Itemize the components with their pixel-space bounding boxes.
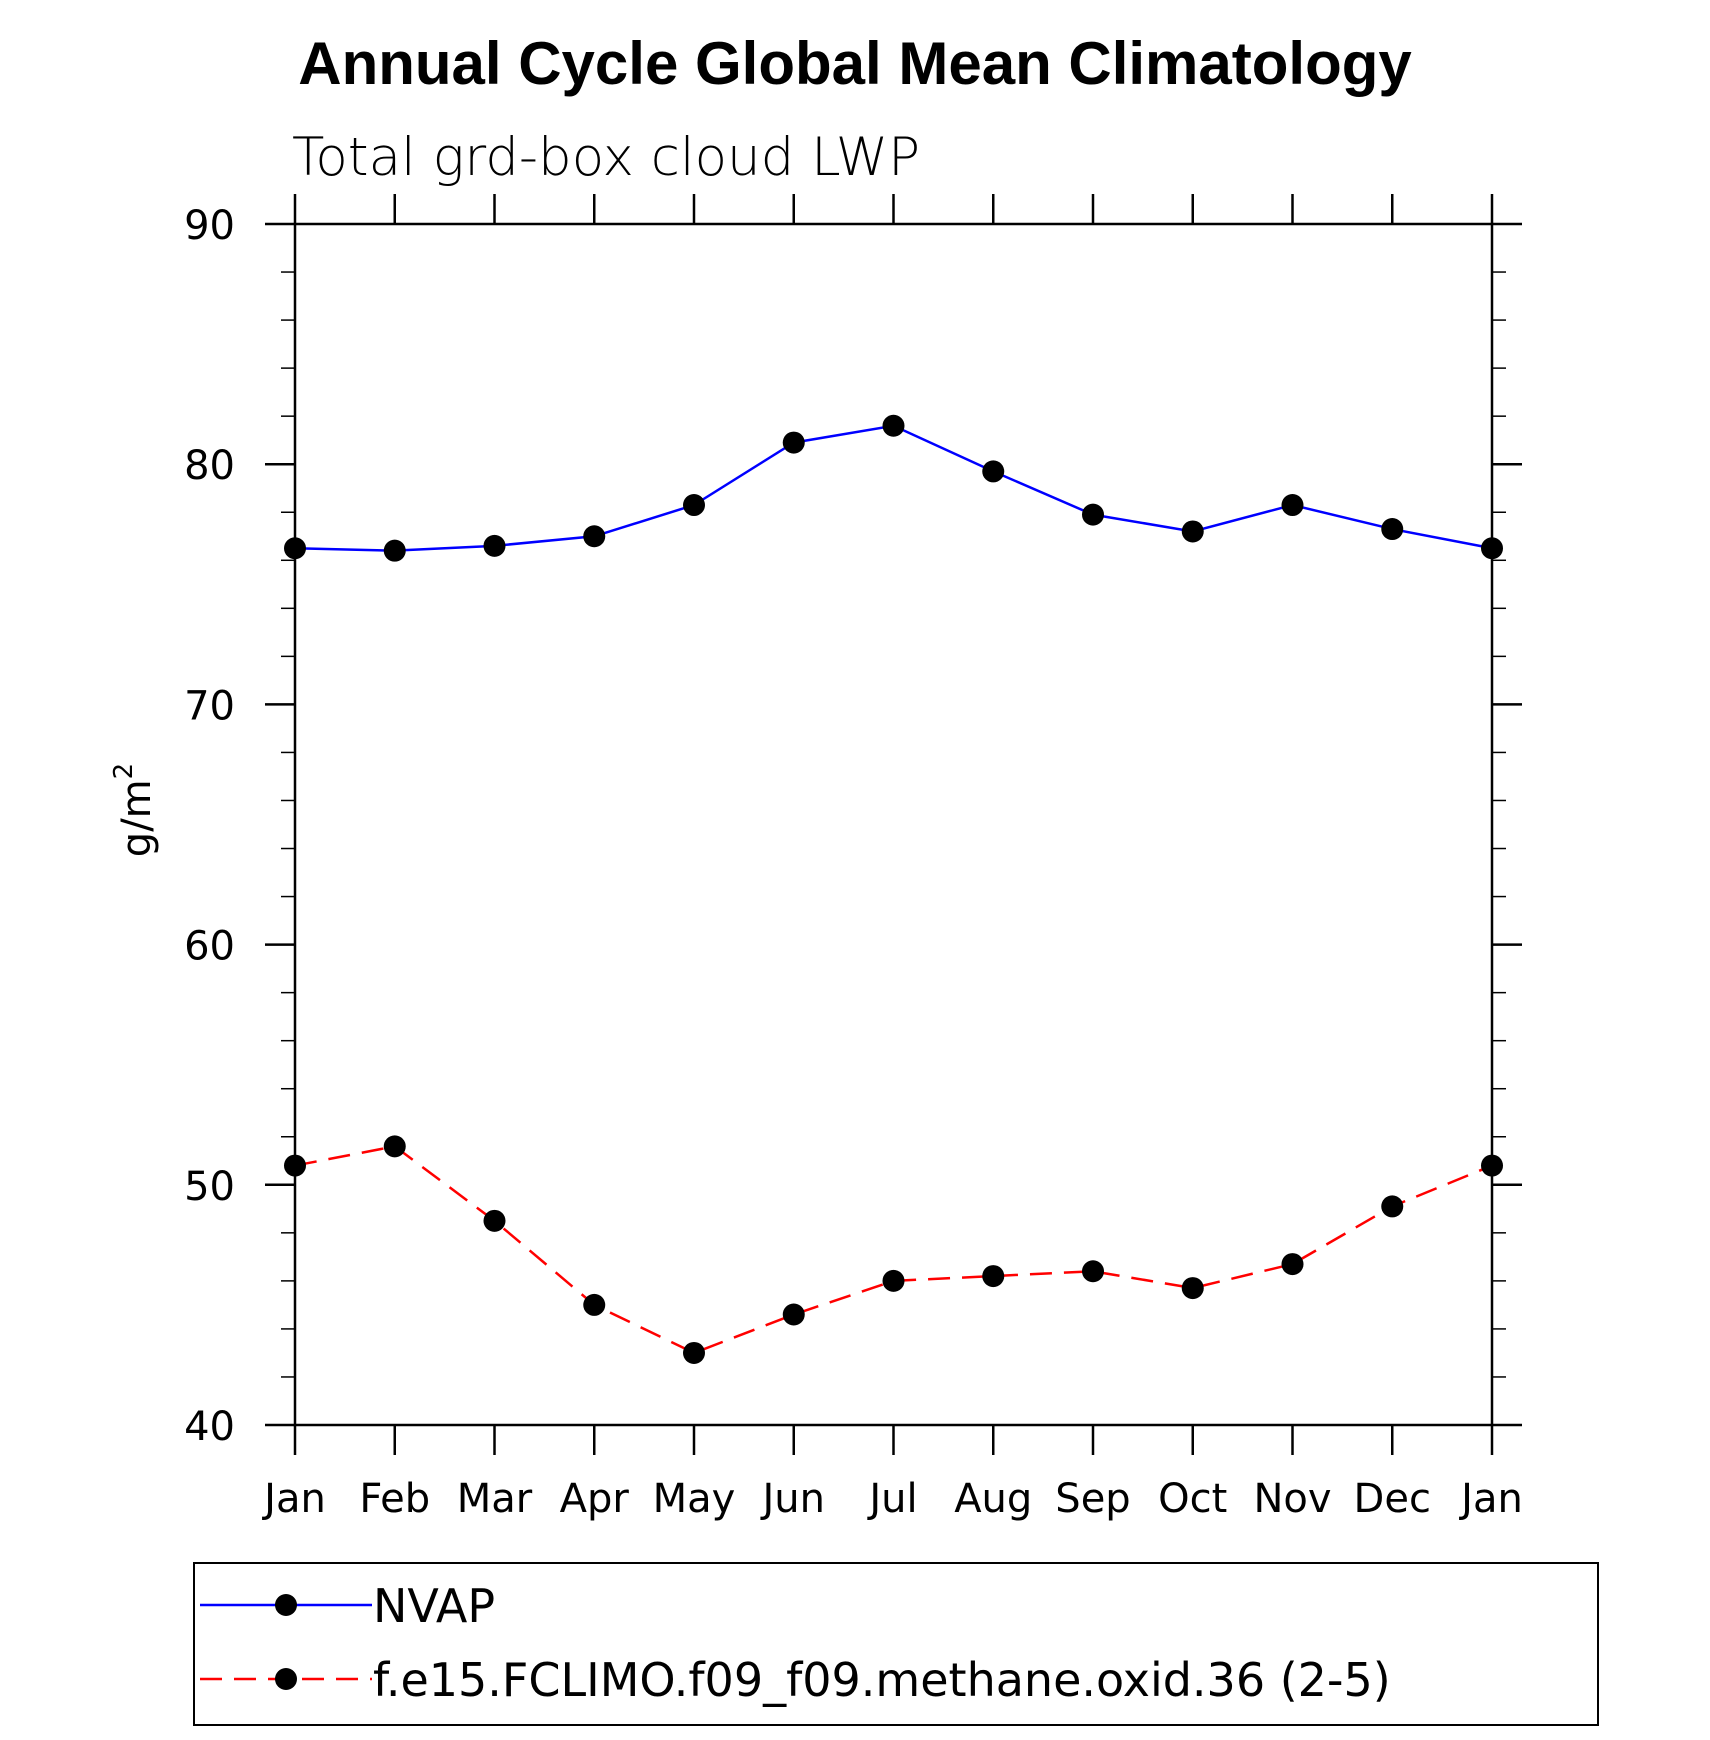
x-tick-label: Jan (1458, 1476, 1523, 1522)
data-point (1181, 1277, 1204, 1300)
data-point (1281, 1253, 1304, 1276)
legend-label: NVAP (373, 1579, 495, 1633)
data-point (982, 460, 1005, 483)
y-axis-label-superscript: 2 (109, 763, 139, 780)
data-point (882, 1269, 905, 1292)
y-tick-label: 60 (184, 924, 235, 970)
data-point (284, 1154, 306, 1177)
legend-label: f.e15.FCLIMO.f09_f09.methane.oxid.36 (2-… (373, 1653, 1391, 1707)
x-tick-label: Aug (954, 1476, 1032, 1522)
data-point (1181, 520, 1204, 543)
data-point (782, 1303, 805, 1326)
series-line (294, 424, 1493, 552)
x-tick-label: Nov (1253, 1476, 1331, 1522)
data-point (383, 1135, 406, 1158)
legend-box (193, 1562, 1599, 1726)
series-line (294, 1145, 1493, 1355)
plot-frame (293, 222, 1494, 1427)
x-tick-label: Jun (760, 1476, 826, 1522)
data-point (1082, 1260, 1104, 1283)
chart-subtitle: Total grd-box cloud LWP (292, 127, 920, 188)
chart-title: Annual Cycle Global Mean Climatology (298, 30, 1412, 97)
data-point (1381, 1195, 1404, 1218)
data-point (782, 431, 805, 454)
data-point (683, 494, 705, 517)
legend-marker (275, 1668, 297, 1690)
data-point (583, 1293, 606, 1316)
axes-frame (265, 194, 1522, 1455)
series-2 (284, 1135, 1503, 1364)
y-axis-label: g/m2 (109, 763, 160, 857)
data-point (683, 1341, 705, 1364)
data-point (1381, 518, 1404, 541)
x-tick-label: Apr (560, 1476, 630, 1522)
y-tick-label: 70 (184, 683, 235, 729)
x-tick-label: Jul (866, 1476, 917, 1522)
y-tick-label: 50 (184, 1164, 235, 1210)
data-point (1082, 503, 1104, 526)
legend-entry: NVAP (200, 1579, 495, 1633)
legend-marker (275, 1594, 297, 1616)
y-tick-label: 40 (184, 1404, 235, 1450)
y-axis-label-text: g/m (114, 779, 160, 857)
data-point (982, 1265, 1005, 1288)
data-point (483, 534, 506, 557)
data-point (1481, 537, 1503, 560)
x-tick-label: Mar (457, 1476, 533, 1522)
y-tick-labels: 40 50 60 70 80 90 (184, 203, 235, 1450)
x-tick-label: Jan (261, 1476, 326, 1522)
x-tick-label: Oct (1158, 1476, 1227, 1522)
x-tick-label: Feb (359, 1476, 430, 1522)
legend-entry: f.e15.FCLIMO.f09_f09.methane.oxid.36 (2-… (200, 1653, 1391, 1707)
data-point (1481, 1154, 1503, 1177)
y-tick-label: 90 (184, 203, 235, 249)
series-1 (284, 414, 1503, 562)
data-point (1281, 494, 1304, 517)
x-tick-labels: Jan Feb Mar Apr May Jun Jul Aug Sep Oct Nov Dec Jan (261, 1476, 1523, 1522)
y-tick-label: 80 (184, 443, 235, 489)
data-point (882, 414, 905, 437)
data-point (284, 537, 306, 560)
legend: NVAP f.e15.FCLIMO.f09_f09.methane.oxid.36… (193, 1562, 1599, 1726)
series-layer (284, 414, 1503, 1364)
x-tick-label: May (653, 1476, 736, 1522)
x-tick-label: Dec (1354, 1476, 1431, 1522)
data-point (483, 1209, 506, 1232)
x-tick-label: Sep (1055, 1476, 1130, 1522)
data-point (583, 525, 606, 548)
data-point (383, 539, 406, 562)
